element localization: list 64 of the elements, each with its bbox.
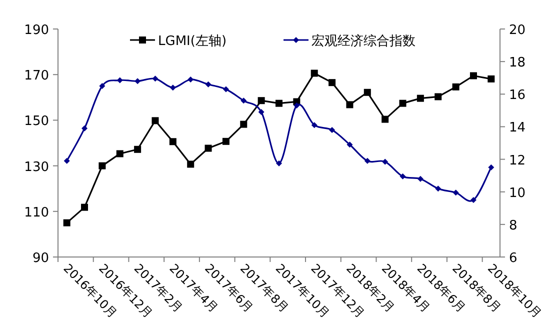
y2-tick-label: 18	[509, 56, 526, 71]
point	[64, 158, 70, 164]
point	[364, 88, 371, 96]
point	[399, 100, 406, 107]
point	[434, 93, 442, 100]
point	[134, 146, 142, 153]
point	[470, 197, 476, 203]
point	[258, 109, 264, 116]
y-tick-label: 110	[24, 205, 49, 220]
y-tick-label: 170	[24, 68, 49, 84]
y2-tick-label: 10	[509, 186, 526, 201]
point	[452, 190, 459, 196]
point	[276, 160, 282, 166]
point	[222, 86, 229, 92]
point	[63, 219, 70, 226]
point	[152, 117, 159, 124]
y2-tick-label: 14	[509, 120, 526, 136]
y-tick-label: 190	[24, 23, 49, 38]
y-tick-label: 130	[24, 160, 49, 175]
point	[488, 75, 495, 82]
legend-label: LGMI(左轴)	[158, 34, 227, 49]
point	[435, 186, 442, 192]
point	[328, 79, 336, 86]
point	[310, 70, 318, 77]
point	[169, 138, 176, 146]
point	[204, 144, 212, 152]
point	[82, 125, 88, 132]
point	[382, 158, 388, 165]
point	[258, 97, 265, 104]
legend-label: 宏观经济综合指数	[312, 33, 416, 49]
point	[222, 138, 230, 145]
y-tick-label: 150	[24, 114, 49, 130]
point	[417, 176, 424, 182]
y2-tick-label: 6	[509, 251, 518, 266]
point	[416, 94, 424, 102]
point	[346, 142, 353, 148]
point	[134, 78, 141, 84]
point	[116, 150, 124, 158]
point	[470, 72, 477, 80]
point	[240, 98, 247, 104]
y-tick-label: 90	[32, 251, 49, 266]
point	[488, 164, 494, 170]
point	[346, 101, 354, 108]
point	[99, 83, 106, 89]
point	[116, 77, 123, 84]
point	[152, 76, 158, 82]
point	[187, 160, 194, 168]
point	[400, 173, 406, 180]
point	[240, 120, 248, 128]
y2-tick-label: 12	[509, 153, 526, 168]
y2-tick-label: 20	[509, 23, 526, 38]
point	[294, 102, 300, 109]
point	[276, 100, 282, 107]
point	[329, 126, 336, 133]
point	[364, 158, 370, 164]
y2-tick-label: 8	[509, 218, 518, 234]
point	[205, 81, 212, 88]
point	[170, 84, 176, 91]
y2-tick-label: 16	[509, 88, 526, 104]
point	[452, 83, 460, 90]
point	[311, 122, 318, 128]
point	[98, 162, 106, 170]
point	[81, 204, 88, 211]
point	[382, 116, 389, 123]
